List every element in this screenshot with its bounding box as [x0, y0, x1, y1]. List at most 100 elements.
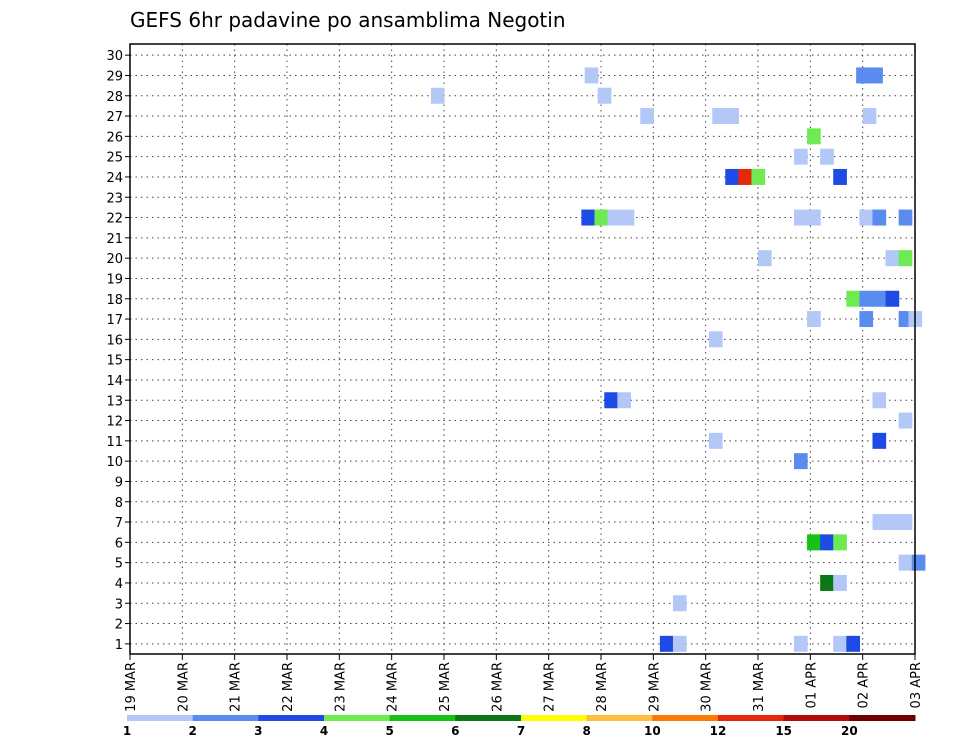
- colorbar-label: 2: [188, 724, 196, 738]
- heatmap-cell: [712, 108, 726, 125]
- heatmap-cell: [872, 290, 887, 307]
- heatmap-cell: [872, 392, 887, 409]
- heatmap-cell: [862, 108, 877, 125]
- heatmap-cell: [898, 209, 913, 226]
- x-tick-label: 25 MAR: [438, 662, 453, 712]
- heatmap-cell: [604, 392, 618, 409]
- y-tick-label: 5: [115, 557, 123, 572]
- heatmap-cell: [898, 514, 913, 531]
- heatmap-cell: [793, 453, 808, 470]
- colorbar-swatch: [718, 715, 785, 721]
- colorbar-label: 12: [710, 724, 727, 738]
- heatmap-cell: [859, 209, 874, 226]
- colorbar-swatch: [389, 715, 456, 721]
- y-tick-label: 26: [106, 130, 123, 145]
- y-tick-label: 29: [106, 69, 123, 84]
- x-tick-label: 02 APR: [857, 662, 872, 708]
- y-tick-label: 3: [115, 597, 123, 612]
- x-tick-label: 31 MAR: [752, 662, 767, 712]
- heatmap-cell: [807, 534, 821, 551]
- heatmap-cell: [659, 635, 674, 652]
- heatmap-cell: [807, 311, 821, 328]
- heatmap-cell: [820, 148, 834, 165]
- heatmap-cell: [869, 67, 883, 84]
- y-tick-label: 10: [106, 455, 123, 470]
- y-tick-label: 8: [115, 496, 123, 511]
- heatmap-cell: [898, 554, 913, 571]
- heatmap-cell: [898, 412, 913, 429]
- colorbar-swatch: [258, 715, 325, 721]
- heatmap-cell: [584, 67, 599, 84]
- heatmap-cell: [672, 635, 687, 652]
- x-tick-label: 24 MAR: [386, 662, 401, 712]
- heatmap-cell: [856, 67, 870, 84]
- colorbar-label: 15: [775, 724, 792, 738]
- heatmap-cell: [859, 311, 874, 328]
- x-tick-label: 19 MAR: [124, 662, 139, 712]
- heatmap-cell: [617, 392, 632, 409]
- y-tick-label: 14: [106, 374, 123, 389]
- y-tick-label: 9: [115, 475, 123, 490]
- heatmap-cell: [807, 128, 821, 145]
- heatmap-cell: [846, 635, 860, 652]
- heatmap-cell: [793, 635, 808, 652]
- y-tick-label: 27: [106, 110, 123, 125]
- heatmap-cell: [793, 209, 808, 226]
- plot-frame: [129, 43, 916, 655]
- grid: [130, 44, 915, 654]
- heatmap-cell: [898, 250, 913, 267]
- heatmap-cell: [758, 250, 772, 267]
- colorbar-label: 3: [254, 724, 262, 738]
- heatmap-cell: [640, 108, 654, 125]
- heatmap-cell: [833, 635, 847, 652]
- x-tick-label: 03 APR: [909, 662, 924, 708]
- heatmap-cell: [872, 209, 887, 226]
- heatmap-cell: [820, 574, 834, 591]
- colorbar-label: 5: [385, 724, 393, 738]
- heatmap-cell: [846, 290, 860, 307]
- y-tick-label: 30: [106, 49, 123, 64]
- colorbar-legend: 1 2 3 4 5 6 7 8 10 12 15 20: [123, 715, 916, 738]
- y-tick-label: 15: [106, 354, 123, 369]
- heatmap-cell: [620, 209, 635, 226]
- colorbar-swatch: [324, 715, 391, 721]
- colorbar-swatch: [127, 715, 194, 721]
- heatmap-cell: [594, 209, 609, 226]
- y-tick-label: 7: [115, 516, 123, 531]
- y-tick-label: 4: [115, 577, 123, 592]
- x-tick-label: 23 MAR: [333, 662, 348, 712]
- x-tick-label: 27 MAR: [543, 662, 558, 712]
- heatmap-cell: [581, 209, 596, 226]
- colorbar-swatch: [849, 715, 916, 721]
- y-tick-label: 18: [106, 293, 123, 308]
- colorbar-label: 6: [451, 724, 459, 738]
- colorbar-swatch: [192, 715, 259, 721]
- x-axis: 19 MAR 20 MAR 21 MAR 22 MAR 23 MAR 24 MAR 25 M…: [124, 654, 924, 712]
- heatmap-cell: [793, 148, 808, 165]
- x-tick-label: 21 MAR: [229, 662, 244, 712]
- y-tick-label: 22: [106, 212, 123, 227]
- heatmap-cell: [885, 514, 900, 531]
- x-tick-label: 01 APR: [804, 662, 819, 708]
- colorbar-label: 10: [644, 724, 661, 738]
- y-tick-label: 1: [115, 638, 123, 653]
- y-tick-label: 23: [106, 191, 123, 206]
- colorbar-swatch: [586, 715, 653, 721]
- heatmap-cell: [859, 290, 874, 307]
- y-tick-label: 13: [106, 394, 123, 409]
- colorbar-label: 4: [320, 724, 328, 738]
- heatmap-cell: [807, 209, 821, 226]
- heatmap-cell: [833, 574, 847, 591]
- y-tick-label: 24: [106, 171, 123, 186]
- y-tick-label: 25: [106, 151, 123, 166]
- y-tick-label: 20: [106, 252, 123, 267]
- heatmap-cell: [872, 432, 887, 449]
- x-tick-label: 26 MAR: [490, 662, 505, 712]
- heatmap-cell: [430, 87, 445, 104]
- y-tick-label: 11: [106, 435, 123, 450]
- colorbar-swatch: [455, 715, 522, 721]
- chart-title: GEFS 6hr padavine po ansamblima Negotin: [130, 8, 566, 32]
- colorbar-label: 1: [123, 724, 131, 738]
- heatmap-cell: [833, 168, 847, 185]
